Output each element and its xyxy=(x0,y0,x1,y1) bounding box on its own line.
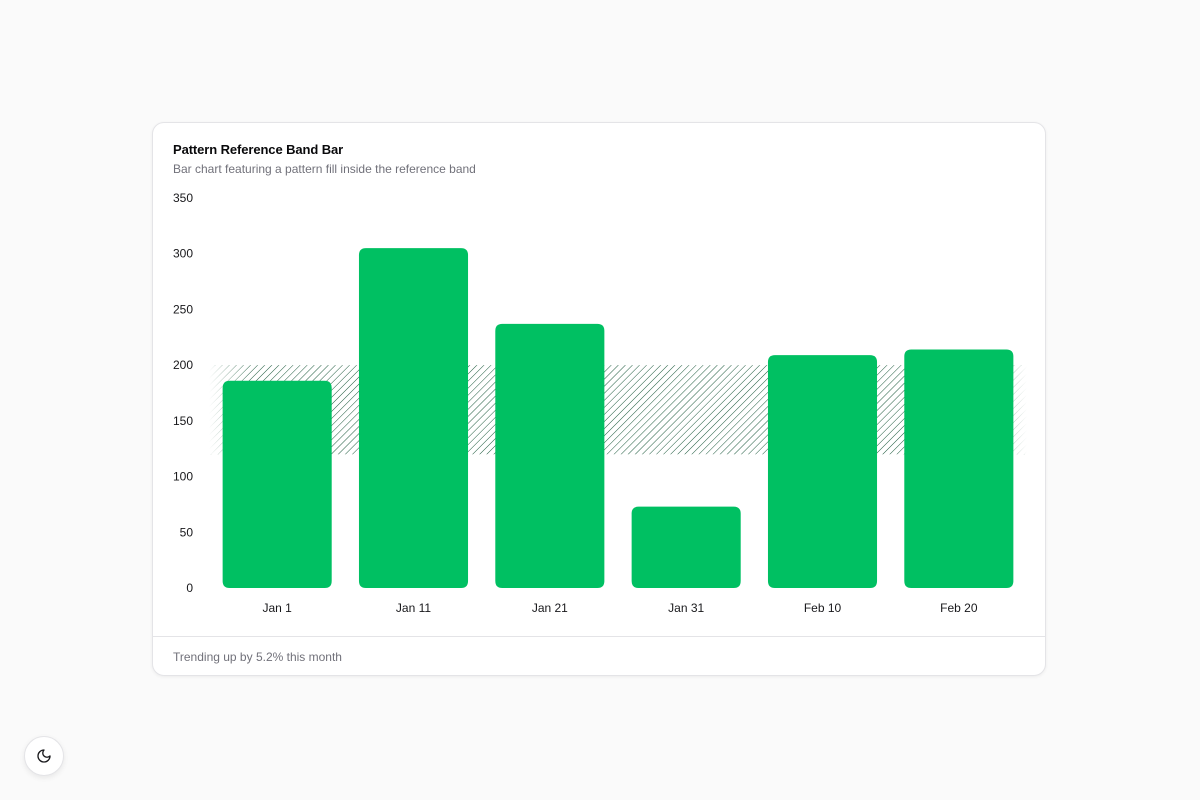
x-tick-label: Feb 10 xyxy=(804,601,842,615)
y-tick-label: 200 xyxy=(173,358,193,372)
x-tick-label: Jan 31 xyxy=(668,601,704,615)
y-tick-label: 150 xyxy=(173,414,193,428)
bar-feb-20[interactable] xyxy=(904,349,1014,588)
x-tick-label: Feb 20 xyxy=(940,601,978,615)
bar-jan-21[interactable] xyxy=(495,323,605,588)
x-tick-label: Jan 21 xyxy=(532,601,568,615)
bar-feb-10[interactable] xyxy=(767,355,878,588)
y-tick-label: 50 xyxy=(180,525,194,539)
bar-jan-31[interactable] xyxy=(631,506,741,588)
bar-chart: 0 50 100 150 200 250 300 350 Jan 1 Jan 11 Jan 21 J… xyxy=(173,191,1027,615)
chart-title: Pattern Reference Band Bar xyxy=(173,142,344,157)
chart-subtitle: Bar chart featuring a pattern fill insid… xyxy=(173,162,476,176)
reference-band-fade xyxy=(209,365,1027,455)
bar-jan-11[interactable] xyxy=(358,248,469,588)
y-tick-label: 300 xyxy=(173,247,193,261)
x-tick-label: Jan 11 xyxy=(396,601,431,615)
bar-jan-1[interactable] xyxy=(222,380,332,588)
x-tick-label: Jan 1 xyxy=(262,601,292,615)
moon-icon xyxy=(37,749,51,763)
y-tick-label: 250 xyxy=(173,302,193,316)
chart-card: Pattern Reference Band Bar Bar chart fea… xyxy=(152,122,1046,676)
footer-divider xyxy=(153,636,1045,637)
footer-trend-text: Trending up by 5.2% this month xyxy=(173,650,342,664)
y-tick-label: 350 xyxy=(173,191,193,205)
y-tick-label: 100 xyxy=(173,470,193,484)
y-tick-label: 0 xyxy=(186,581,193,595)
theme-toggle-button[interactable] xyxy=(24,736,64,776)
